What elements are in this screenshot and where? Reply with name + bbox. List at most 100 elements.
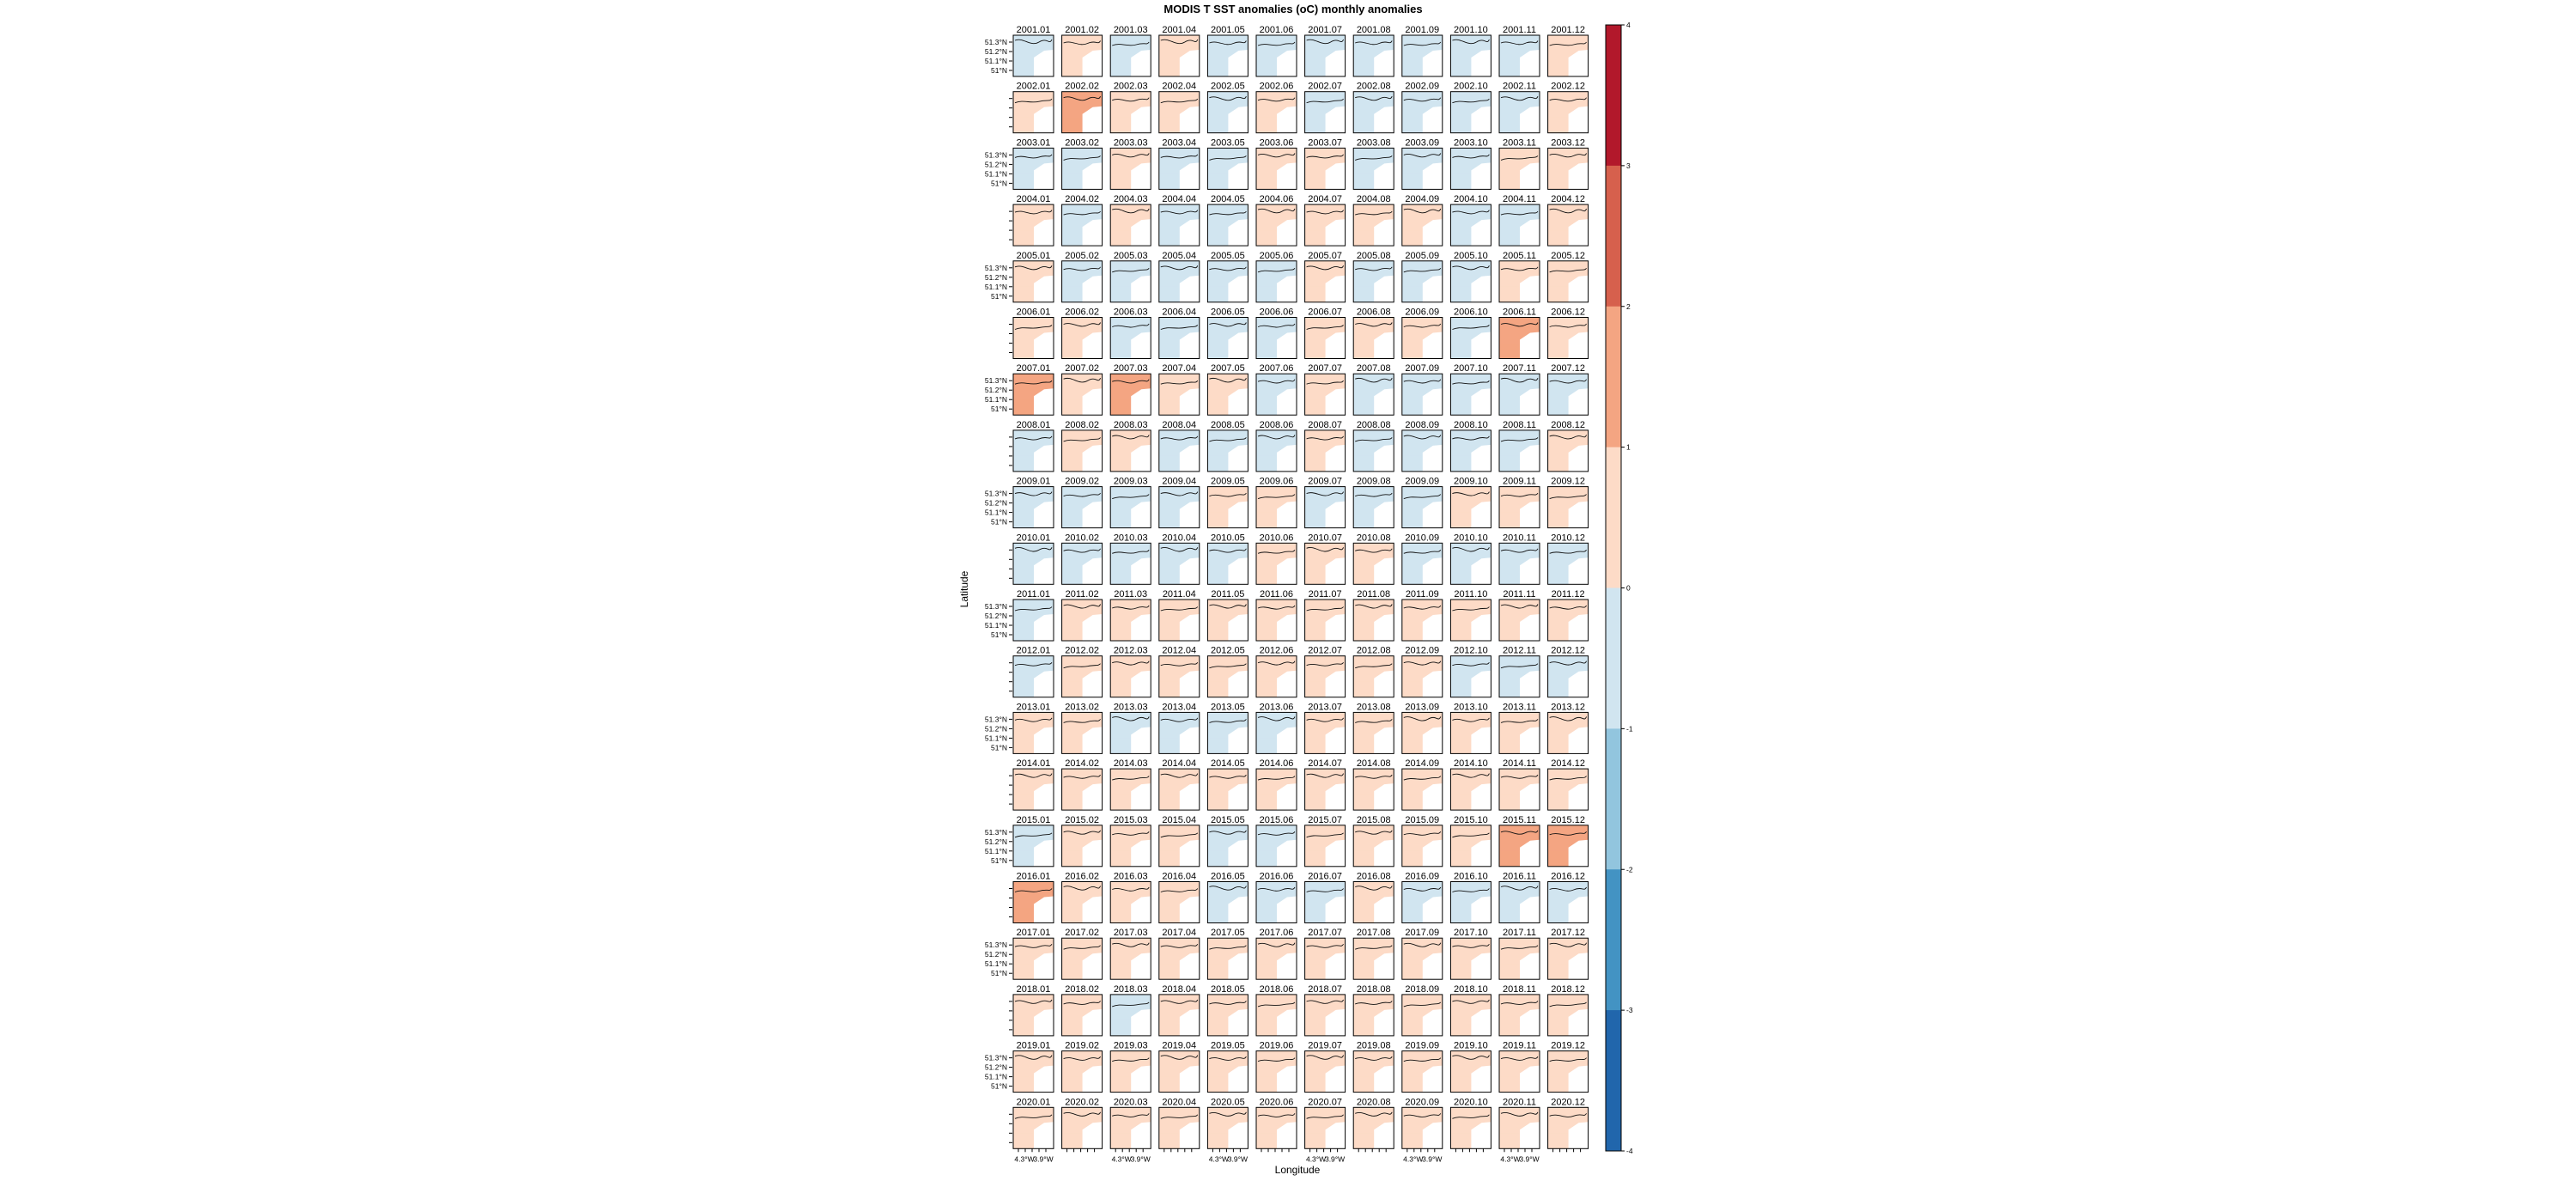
- estuary-field: [1111, 964, 1131, 979]
- estuary-field: [1111, 681, 1131, 697]
- contour-line: [1014, 606, 1053, 612]
- panel-frame: [1109, 599, 1151, 642]
- land-mask: [1422, 50, 1443, 76]
- contour-line: [1112, 550, 1150, 554]
- panel-frame: [1109, 711, 1151, 754]
- panel-label: 2004.09: [1405, 194, 1439, 204]
- lon-tick-label: 4.3°W: [1112, 1154, 1132, 1163]
- estuary-field: [1548, 569, 1568, 584]
- contour-line: [1355, 40, 1393, 46]
- land-mask: [1422, 444, 1443, 472]
- land-mask: [1179, 332, 1200, 359]
- panel-frame: [1255, 429, 1297, 472]
- contour-line: [1257, 831, 1296, 836]
- land-mask: [1228, 1122, 1249, 1149]
- panel-frame: [1255, 486, 1297, 529]
- estuary-field: [1257, 286, 1276, 301]
- panel-label: 2010.10: [1454, 533, 1488, 543]
- panel-label: 2003.10: [1454, 137, 1488, 148]
- land-mask: [1179, 896, 1200, 923]
- contour-line: [1257, 435, 1296, 440]
- panel-frame: [1255, 881, 1297, 923]
- panel-label: 2008.06: [1260, 420, 1294, 430]
- panel-label: 2015.05: [1211, 815, 1245, 825]
- panel-label: 2017.10: [1454, 928, 1488, 938]
- lat-tick-label: 51.3°N: [985, 941, 1007, 949]
- panel-frame: [1158, 429, 1200, 472]
- contour-line: [1257, 776, 1296, 781]
- panel-label: 2013.03: [1114, 702, 1148, 712]
- estuary-field: [1159, 61, 1179, 76]
- contour-line: [1112, 605, 1150, 610]
- estuary-field: [1451, 681, 1471, 697]
- estuary-field: [1257, 117, 1276, 132]
- land-mask: [1568, 896, 1589, 923]
- estuary-field: [1111, 286, 1131, 301]
- land-mask: [1325, 162, 1346, 190]
- estuary-field: [1159, 512, 1179, 527]
- panel-frame: [1109, 429, 1151, 472]
- panel-label: 2019.04: [1162, 1041, 1196, 1051]
- contour-line: [1452, 98, 1490, 104]
- panel-label: 2019.07: [1308, 1041, 1342, 1051]
- panel-label: 2010.01: [1017, 533, 1051, 543]
- land-mask: [1374, 162, 1394, 190]
- land-mask: [1568, 275, 1589, 302]
- panel-label: 2010.08: [1357, 533, 1391, 543]
- estuary-field: [1402, 512, 1422, 527]
- map-panel: 2008.10: [1449, 420, 1492, 472]
- panel-frame: [1401, 260, 1443, 303]
- estuary-field: [1111, 738, 1131, 753]
- map-panel: 2004.02: [1061, 194, 1103, 247]
- map-panel: 2002.10: [1449, 82, 1492, 134]
- map-panel: 2012.12: [1547, 646, 1589, 698]
- map-panel: 2018.03: [1109, 984, 1151, 1037]
- map-panel: 2009.03: [1109, 477, 1151, 529]
- panel-frame: [1061, 429, 1103, 472]
- panel-label: 2020.12: [1551, 1097, 1585, 1107]
- land-mask: [1422, 275, 1443, 302]
- map-panel: 2018.05: [1206, 984, 1249, 1037]
- panel-label: 2008.01: [1017, 420, 1051, 430]
- panel-label: 2002.12: [1551, 82, 1585, 92]
- map-panel: 2019.01: [1012, 1041, 1054, 1093]
- panel-frame: [1206, 373, 1249, 416]
- map-panel: 2010.11: [1498, 533, 1540, 585]
- map-panel: 2002.01: [1012, 82, 1054, 134]
- land-mask: [1471, 1122, 1492, 1149]
- panel-frame: [1498, 486, 1540, 529]
- contour-line: [1403, 942, 1442, 947]
- panel-frame: [1352, 711, 1394, 754]
- contour-line: [1355, 886, 1393, 891]
- land-mask: [1568, 614, 1589, 641]
- panel-label: 2018.04: [1162, 984, 1196, 995]
- map-panel: 2002.09: [1401, 82, 1443, 134]
- estuary-field: [1305, 1020, 1325, 1035]
- map-panel: 2010.09: [1401, 533, 1443, 585]
- estuary-field: [1548, 117, 1568, 132]
- panel-frame: [1401, 373, 1443, 416]
- estuary-field: [1257, 512, 1276, 527]
- panel-label: 2008.11: [1503, 420, 1536, 430]
- panel-frame: [1352, 768, 1394, 811]
- panel-frame: [1061, 486, 1103, 529]
- contour-line: [1452, 154, 1490, 159]
- contour-line: [1160, 265, 1199, 271]
- land-mask: [1034, 839, 1054, 867]
- land-mask: [1277, 839, 1297, 867]
- map-panel: 2011.08: [1352, 589, 1394, 642]
- panel-frame: [1547, 91, 1589, 134]
- panel-label: 2006.04: [1162, 307, 1196, 318]
- panel-label: 2013.02: [1065, 702, 1099, 712]
- map-panel: 2018.04: [1158, 984, 1200, 1037]
- panel-frame: [1109, 994, 1151, 1037]
- land-mask: [1131, 50, 1151, 76]
- panel-frame: [1109, 768, 1151, 811]
- panel-frame: [1158, 1050, 1200, 1093]
- contour-line: [1209, 663, 1247, 669]
- map-panel: 2017.12: [1547, 928, 1589, 980]
- estuary-field: [1111, 61, 1131, 76]
- map-panel: 2008.11: [1498, 420, 1540, 472]
- panel-frame: [1498, 825, 1540, 867]
- land-mask: [1520, 557, 1540, 585]
